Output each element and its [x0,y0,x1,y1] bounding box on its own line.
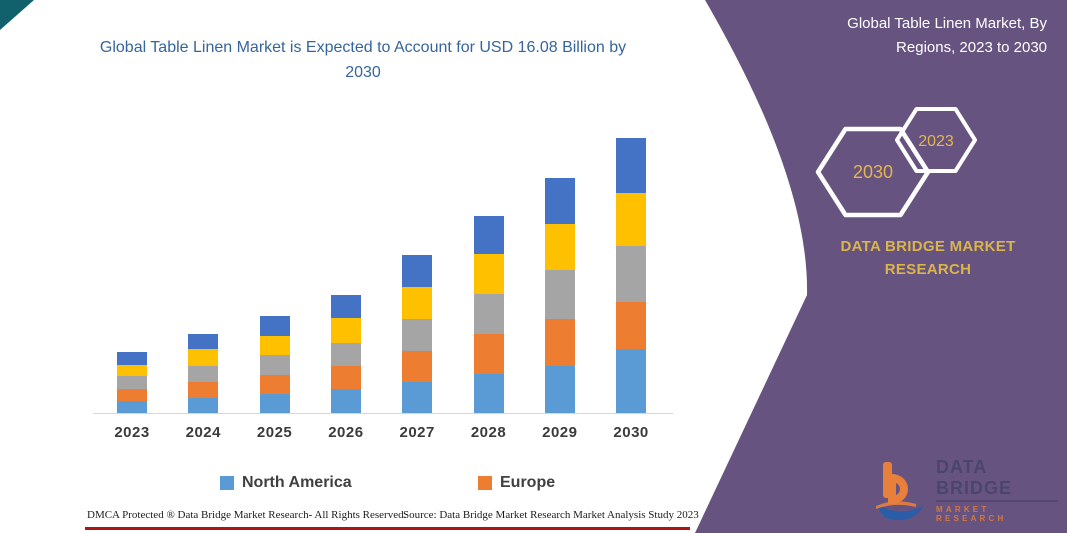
bar-segment [544,270,575,320]
stacked-bar-2027 [402,255,433,413]
bar-segment [188,382,219,399]
stacked-bar-2029 [544,178,575,413]
stacked-bar-2030 [616,138,647,413]
x-axis-label-2027: 2027 [399,424,435,441]
data-bridge-logo-icon [876,462,924,520]
source-footer-text: Source: Data Bridge Market Research Mark… [403,509,699,521]
logo-wordmark: DATA BRIDGE [936,457,1058,502]
legend-item-europe: Europe [478,474,555,492]
logo-tagline: MARKET RESEARCH [936,505,1007,523]
bar-segment [402,255,433,287]
year-hexagon-badges: 2030 2023 [815,107,977,218]
teal-corner-triangle [0,0,34,30]
bar-segment [544,178,575,225]
svg-text:2030: 2030 [853,162,893,182]
bar-segment [473,334,504,375]
x-axis-label-2023: 2023 [114,424,150,441]
legend-swatch-europe [478,476,492,490]
bar-segment [117,389,147,402]
chart-title: Global Table Linen Market is Expected to… [99,39,627,81]
bar-segment [259,374,290,395]
bar-segment [117,364,147,376]
bar-segment [259,335,290,356]
right-panel-title: Global Table Linen Market, By Regions, 2… [847,15,1047,56]
bar-segment [330,365,361,389]
x-axis-labels: 2023 2024 2025 2026 2027 2028 2029 2030 [93,424,673,446]
bar-segment [402,381,433,413]
stacked-bar-2025 [259,315,290,413]
x-axis-label-2029: 2029 [542,424,578,441]
stacked-bar-2028 [473,215,504,413]
bar-segment [188,365,219,383]
bar-segment [330,388,361,413]
hexagon-2023-icon: 2023 [895,107,977,173]
stacked-bar-2024 [188,334,219,413]
bar-segment [259,315,290,336]
bar-segment [616,193,647,247]
bar-segment [473,374,504,413]
bar-segment [402,350,433,382]
bar-segment [117,401,147,413]
legend-item-north-america: North America [220,474,352,492]
stacked-bar-2026 [330,295,361,413]
bar-segment [473,215,504,255]
x-axis-label-2026: 2026 [328,424,364,441]
data-bridge-logo: DATA BRIDGE MARKET RESEARCH [876,457,1058,523]
bar-segment [330,318,361,344]
brand-line-1: DATA BRIDGE MARKET [840,238,1016,255]
x-axis-label-2028: 2028 [470,424,507,441]
brand-line-2: RESEARCH [884,260,972,278]
x-axis-label-2025: 2025 [256,424,293,441]
bar-segment [544,224,575,271]
bar-segment [330,295,361,319]
bar-segment [616,138,647,194]
bar-segment [117,375,147,390]
bar-segment [616,349,647,413]
data-bridge-brand-text: DATA BRIDGE MARKET RESEARCH [818,236,1038,281]
bar-segment [544,319,575,367]
bar-segment [402,318,433,351]
x-axis-label-2030: 2030 [613,424,649,441]
plot-area [93,130,673,414]
bar-segment [259,355,290,375]
legend-swatch-north-america [220,476,234,490]
hexagon-2030-icon: 2030 [815,126,931,218]
bar-segment [117,351,147,365]
x-axis-label-2024: 2024 [185,424,221,441]
bar-segment [402,286,433,319]
bar-segment [330,343,361,366]
stacked-bar-2023 [117,351,147,413]
bar-segment [616,246,647,303]
bar-segment [188,398,219,413]
legend-label-europe: Europe [500,474,556,491]
bar-segment [473,294,504,335]
svg-text:2023: 2023 [918,133,954,150]
purple-ribbon-background [695,0,1067,533]
bar-segment [473,254,504,295]
bar-segment [616,302,647,349]
legend-label-north-america: North America [242,474,352,491]
dmca-footer-text: DMCA Protected ® Data Bridge Market Rese… [87,509,407,521]
bar-segment [259,394,290,413]
red-divider-line [85,527,690,530]
bar-segment [188,334,219,350]
bar-segment [544,366,575,413]
bar-segment [188,349,219,366]
